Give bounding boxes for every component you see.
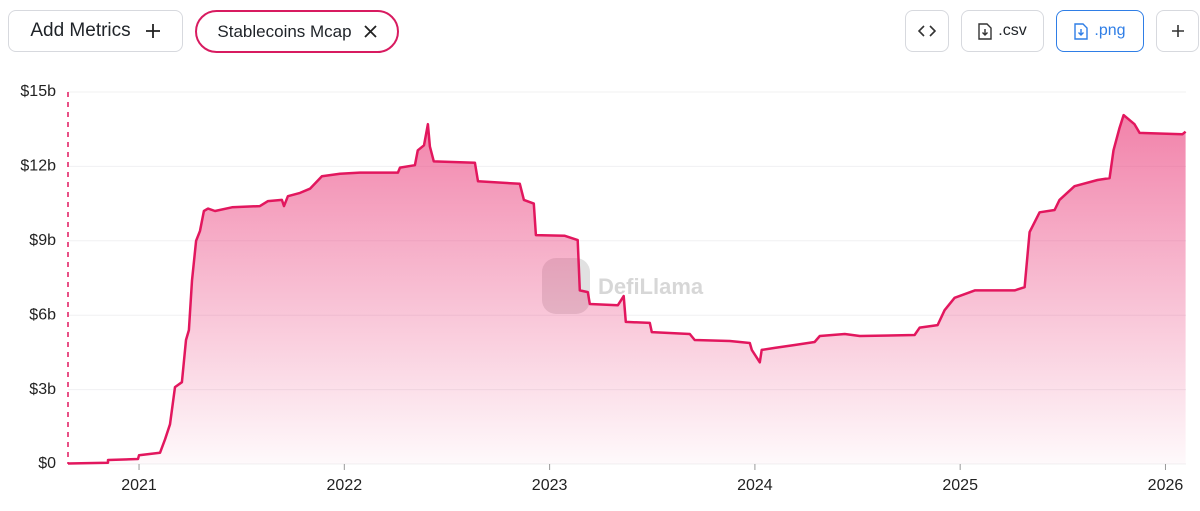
add-metrics-label: Add Metrics: [30, 20, 131, 41]
embed-button[interactable]: [905, 10, 949, 52]
csv-button[interactable]: .csv: [961, 10, 1044, 52]
x-tick-label: 2025: [942, 477, 978, 494]
png-label: .png: [1094, 22, 1126, 39]
file-icon: [978, 22, 992, 40]
png-button[interactable]: .png: [1056, 10, 1144, 52]
y-tick-label: $6b: [29, 306, 56, 323]
add-metrics-button[interactable]: Add Metrics: [8, 10, 183, 52]
y-tick-label: $3b: [29, 381, 56, 398]
x-tick-label: 2021: [121, 477, 157, 494]
y-tick-label: $0: [38, 455, 56, 472]
area-fill: [68, 115, 1186, 464]
x-tick-label: 2022: [327, 477, 363, 494]
csv-label: .csv: [998, 22, 1027, 39]
plus-icon: [145, 24, 160, 38]
code-icon: [918, 25, 936, 37]
y-tick-label: $15b: [20, 83, 56, 100]
area-line: [67, 113, 1187, 465]
y-tick-label: $9b: [29, 232, 56, 249]
plus-icon: [1171, 25, 1184, 37]
x-tick-label: 2026: [1148, 477, 1184, 494]
metric-chip[interactable]: Stablecoins Mcap: [195, 10, 399, 53]
file-icon: [1074, 22, 1089, 40]
x-tick-label: 2024: [737, 477, 773, 494]
chart: DefiLlama $0 $3b $6b $9b $12b $15b 2021 2022 202…: [20, 83, 1187, 494]
close-icon[interactable]: [363, 25, 377, 38]
x-tick-label: 2023: [532, 477, 568, 494]
watermark-text: DefiLlama: [598, 274, 704, 299]
metric-chip-label: Stablecoins Mcap: [217, 21, 352, 41]
y-tick-label: $12b: [20, 158, 56, 175]
more-button[interactable]: [1156, 10, 1199, 52]
